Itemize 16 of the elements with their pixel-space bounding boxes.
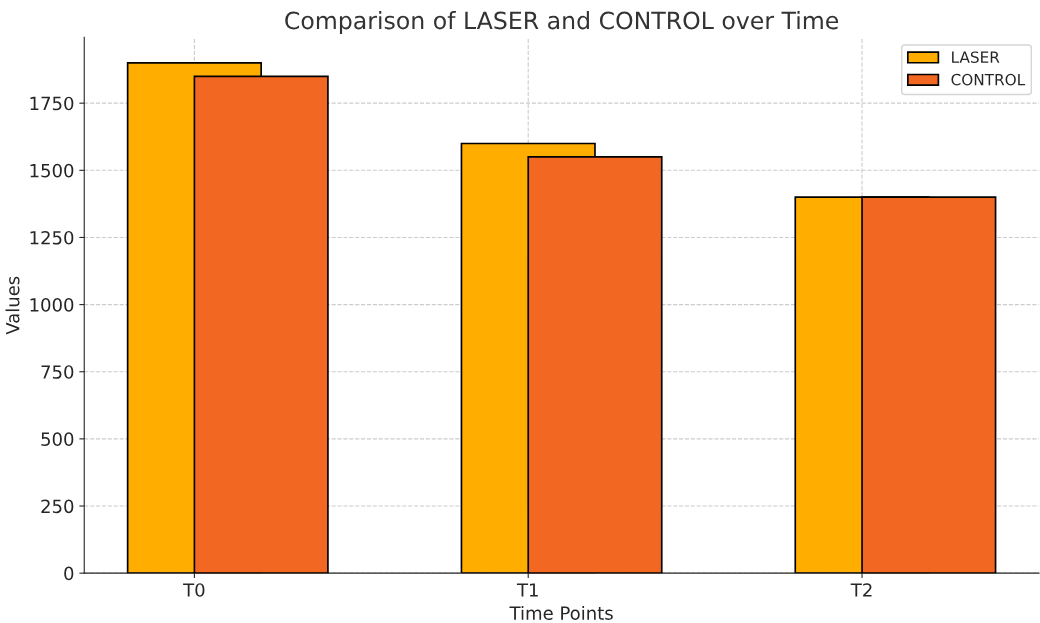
legend-label: LASER bbox=[952, 51, 1000, 63]
y-tick-label: 500 bbox=[41, 432, 74, 446]
chart-title: Comparison of LASER and CONTROL over Time bbox=[285, 11, 839, 34]
y-tick-label: 1000 bbox=[30, 298, 74, 312]
y-tick-label: 1750 bbox=[30, 96, 74, 111]
y-tick-label: 0 bbox=[64, 566, 74, 581]
x-tick-label: T0 bbox=[183, 583, 205, 597]
x-tick-label: T2 bbox=[850, 583, 872, 597]
y-tick-label: 1250 bbox=[30, 230, 74, 245]
y-tick-label: 750 bbox=[41, 365, 74, 379]
legend-label: CONTROL bbox=[951, 73, 1026, 86]
x-tick-label: T1 bbox=[516, 583, 538, 597]
y-tick-label: 1500 bbox=[30, 163, 74, 178]
x-axis-title: Time Points bbox=[509, 605, 613, 620]
y-tick-label: 250 bbox=[41, 499, 74, 514]
y-axis-title: Values bbox=[5, 276, 20, 335]
